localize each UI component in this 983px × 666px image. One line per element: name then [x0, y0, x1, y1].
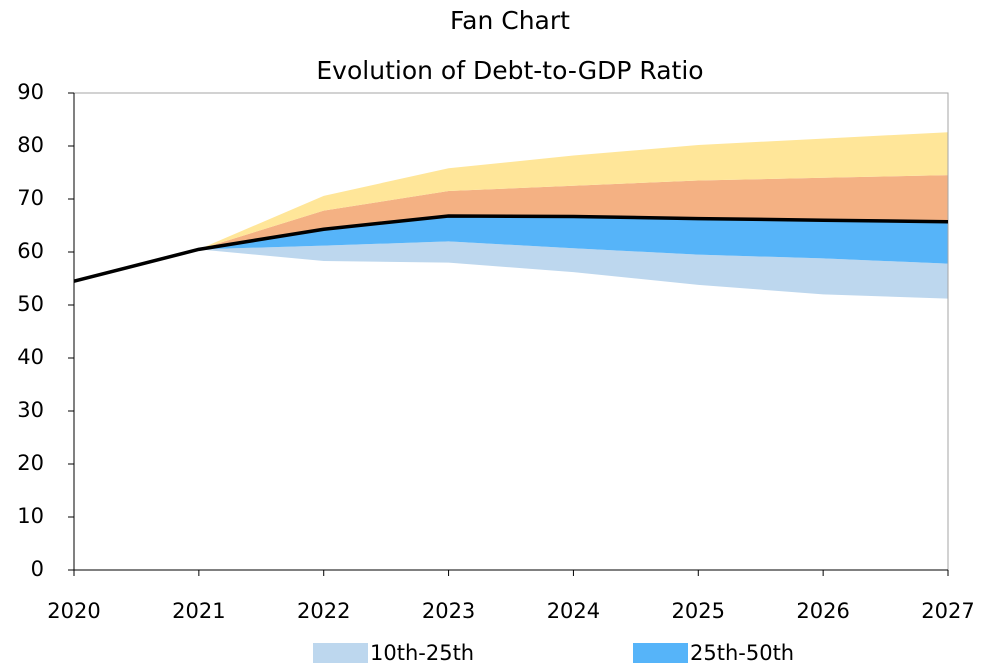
fan-band	[198, 241, 948, 299]
fan-band	[198, 175, 948, 250]
x-tick-label: 2025	[672, 599, 725, 623]
y-tick-label: 80	[17, 133, 44, 157]
legend-label: 10th-25th	[370, 641, 474, 665]
y-tick-label: 40	[17, 345, 44, 369]
x-tick-label: 2021	[172, 599, 225, 623]
y-tick-label: 0	[31, 557, 44, 581]
y-tick-label: 50	[17, 292, 44, 316]
chart-subtitle: Evolution of Debt-to-GDP Ratio	[316, 56, 703, 85]
y-tick-label: 10	[17, 504, 44, 528]
x-tick-label: 2022	[297, 599, 350, 623]
x-tick-label: 2023	[422, 599, 475, 623]
y-tick-label: 60	[17, 239, 44, 263]
fan-band	[198, 215, 948, 264]
chart-title: Fan Chart	[450, 6, 570, 35]
line	[73, 214, 949, 283]
legend-label: 25th-50th	[690, 641, 794, 665]
y-tick-label: 90	[17, 80, 44, 104]
y-tick-label: 30	[17, 398, 44, 422]
x-tick-label: 2024	[547, 599, 600, 623]
x-tick-label: 2026	[796, 599, 849, 623]
y-tick-label: 20	[17, 451, 44, 475]
x-tick-label: 2020	[47, 599, 100, 623]
legend-swatch	[633, 643, 688, 663]
x-tick-label: 2027	[921, 599, 974, 623]
legend-swatch	[313, 643, 368, 663]
y-tick-label: 70	[17, 186, 44, 210]
fan-band	[198, 132, 948, 250]
